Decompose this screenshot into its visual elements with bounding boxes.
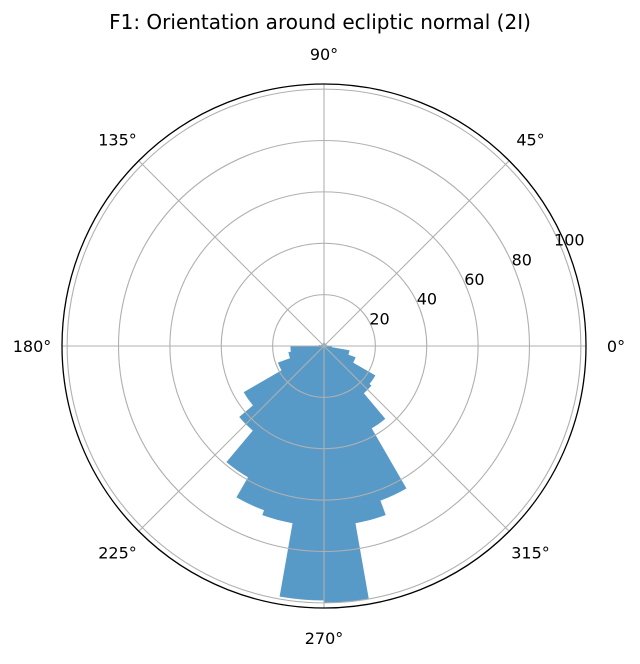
radial-tick-label-1: 40	[417, 290, 437, 309]
angular-tick-label-2: 90°	[310, 45, 338, 64]
bars-layer	[227, 343, 407, 602]
chart-title: F1: Orientation around ecliptic normal (…	[0, 10, 640, 34]
angular-tick-label-3: 135°	[98, 131, 137, 150]
angular-gridline-1	[324, 161, 509, 346]
angular-tick-label-5: 225°	[98, 544, 137, 563]
radial-tick-label-0: 20	[369, 309, 389, 328]
angular-tick-label-7: 315°	[511, 544, 550, 563]
angular-tick-label-6: 270°	[305, 629, 344, 648]
angular-tick-label-4: 180°	[13, 337, 52, 356]
angular-tick-label-1: 45°	[516, 131, 544, 150]
angular-tick-label-0: 0°	[607, 337, 625, 356]
radial-tick-label-3: 80	[512, 250, 532, 269]
radial-tick-label-2: 60	[464, 270, 484, 289]
angular-gridline-3	[139, 161, 324, 346]
grid-layer	[62, 84, 586, 608]
radial-tick-label-4: 100	[554, 231, 585, 250]
